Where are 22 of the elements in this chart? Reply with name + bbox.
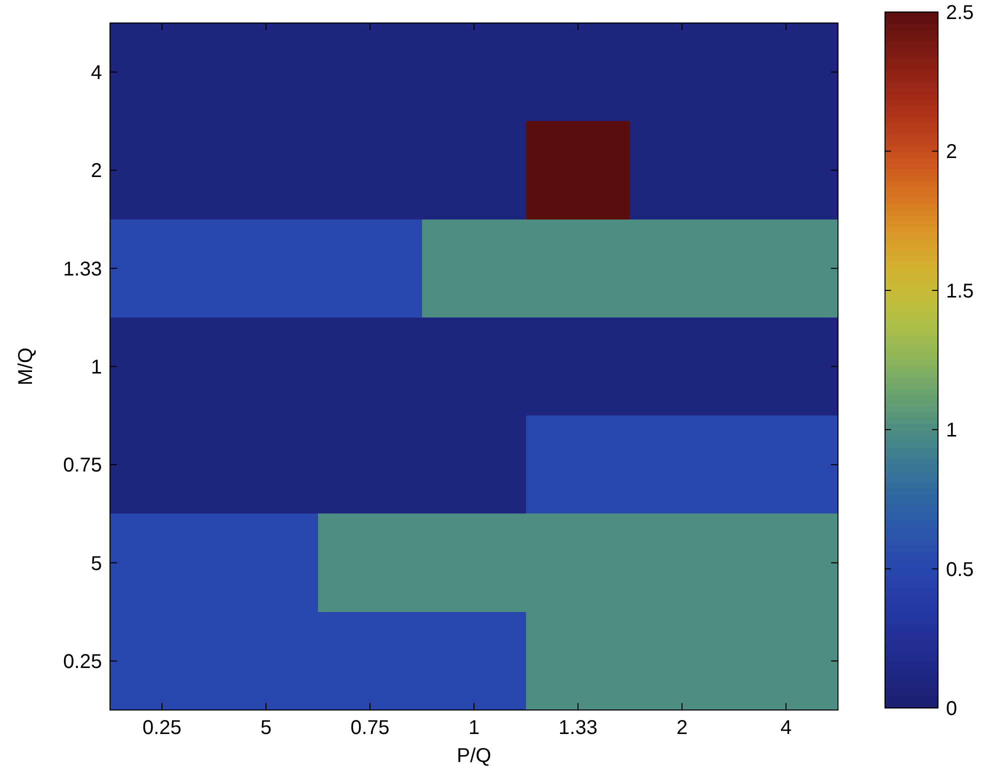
x-tick-label: 4 bbox=[780, 717, 792, 739]
x-tick-label: 1 bbox=[468, 717, 480, 739]
y-tick-label: 0.25 bbox=[63, 650, 102, 673]
x-tick-label: 2 bbox=[676, 717, 688, 739]
y-axis-title: M/Q bbox=[15, 348, 37, 386]
y-tick-label: 4 bbox=[90, 62, 102, 84]
x-axis-title: P/Q bbox=[456, 745, 492, 767]
color-bar-label: 2 bbox=[946, 141, 958, 164]
y-tick-label: 1 bbox=[90, 356, 102, 378]
color-bar-label: 2.5 bbox=[946, 2, 974, 24]
y-tick-label: 0.75 bbox=[63, 454, 102, 477]
x-tick-label: 5 bbox=[260, 717, 272, 739]
color-bar-label: 0 bbox=[946, 698, 958, 720]
y-tick-label: 1.33 bbox=[63, 258, 102, 280]
y-tick-label: 2 bbox=[90, 160, 102, 182]
x-tick-label: 1.33 bbox=[558, 717, 598, 739]
x-tick-label: 0.25 bbox=[142, 717, 182, 739]
color-bar-label: 0.5 bbox=[946, 558, 974, 581]
y-tick-label: 5 bbox=[90, 552, 102, 575]
color-bar-label: 1 bbox=[946, 420, 958, 442]
x-tick-label: 0.75 bbox=[350, 717, 390, 739]
color-bar-label: 1.5 bbox=[946, 280, 974, 302]
